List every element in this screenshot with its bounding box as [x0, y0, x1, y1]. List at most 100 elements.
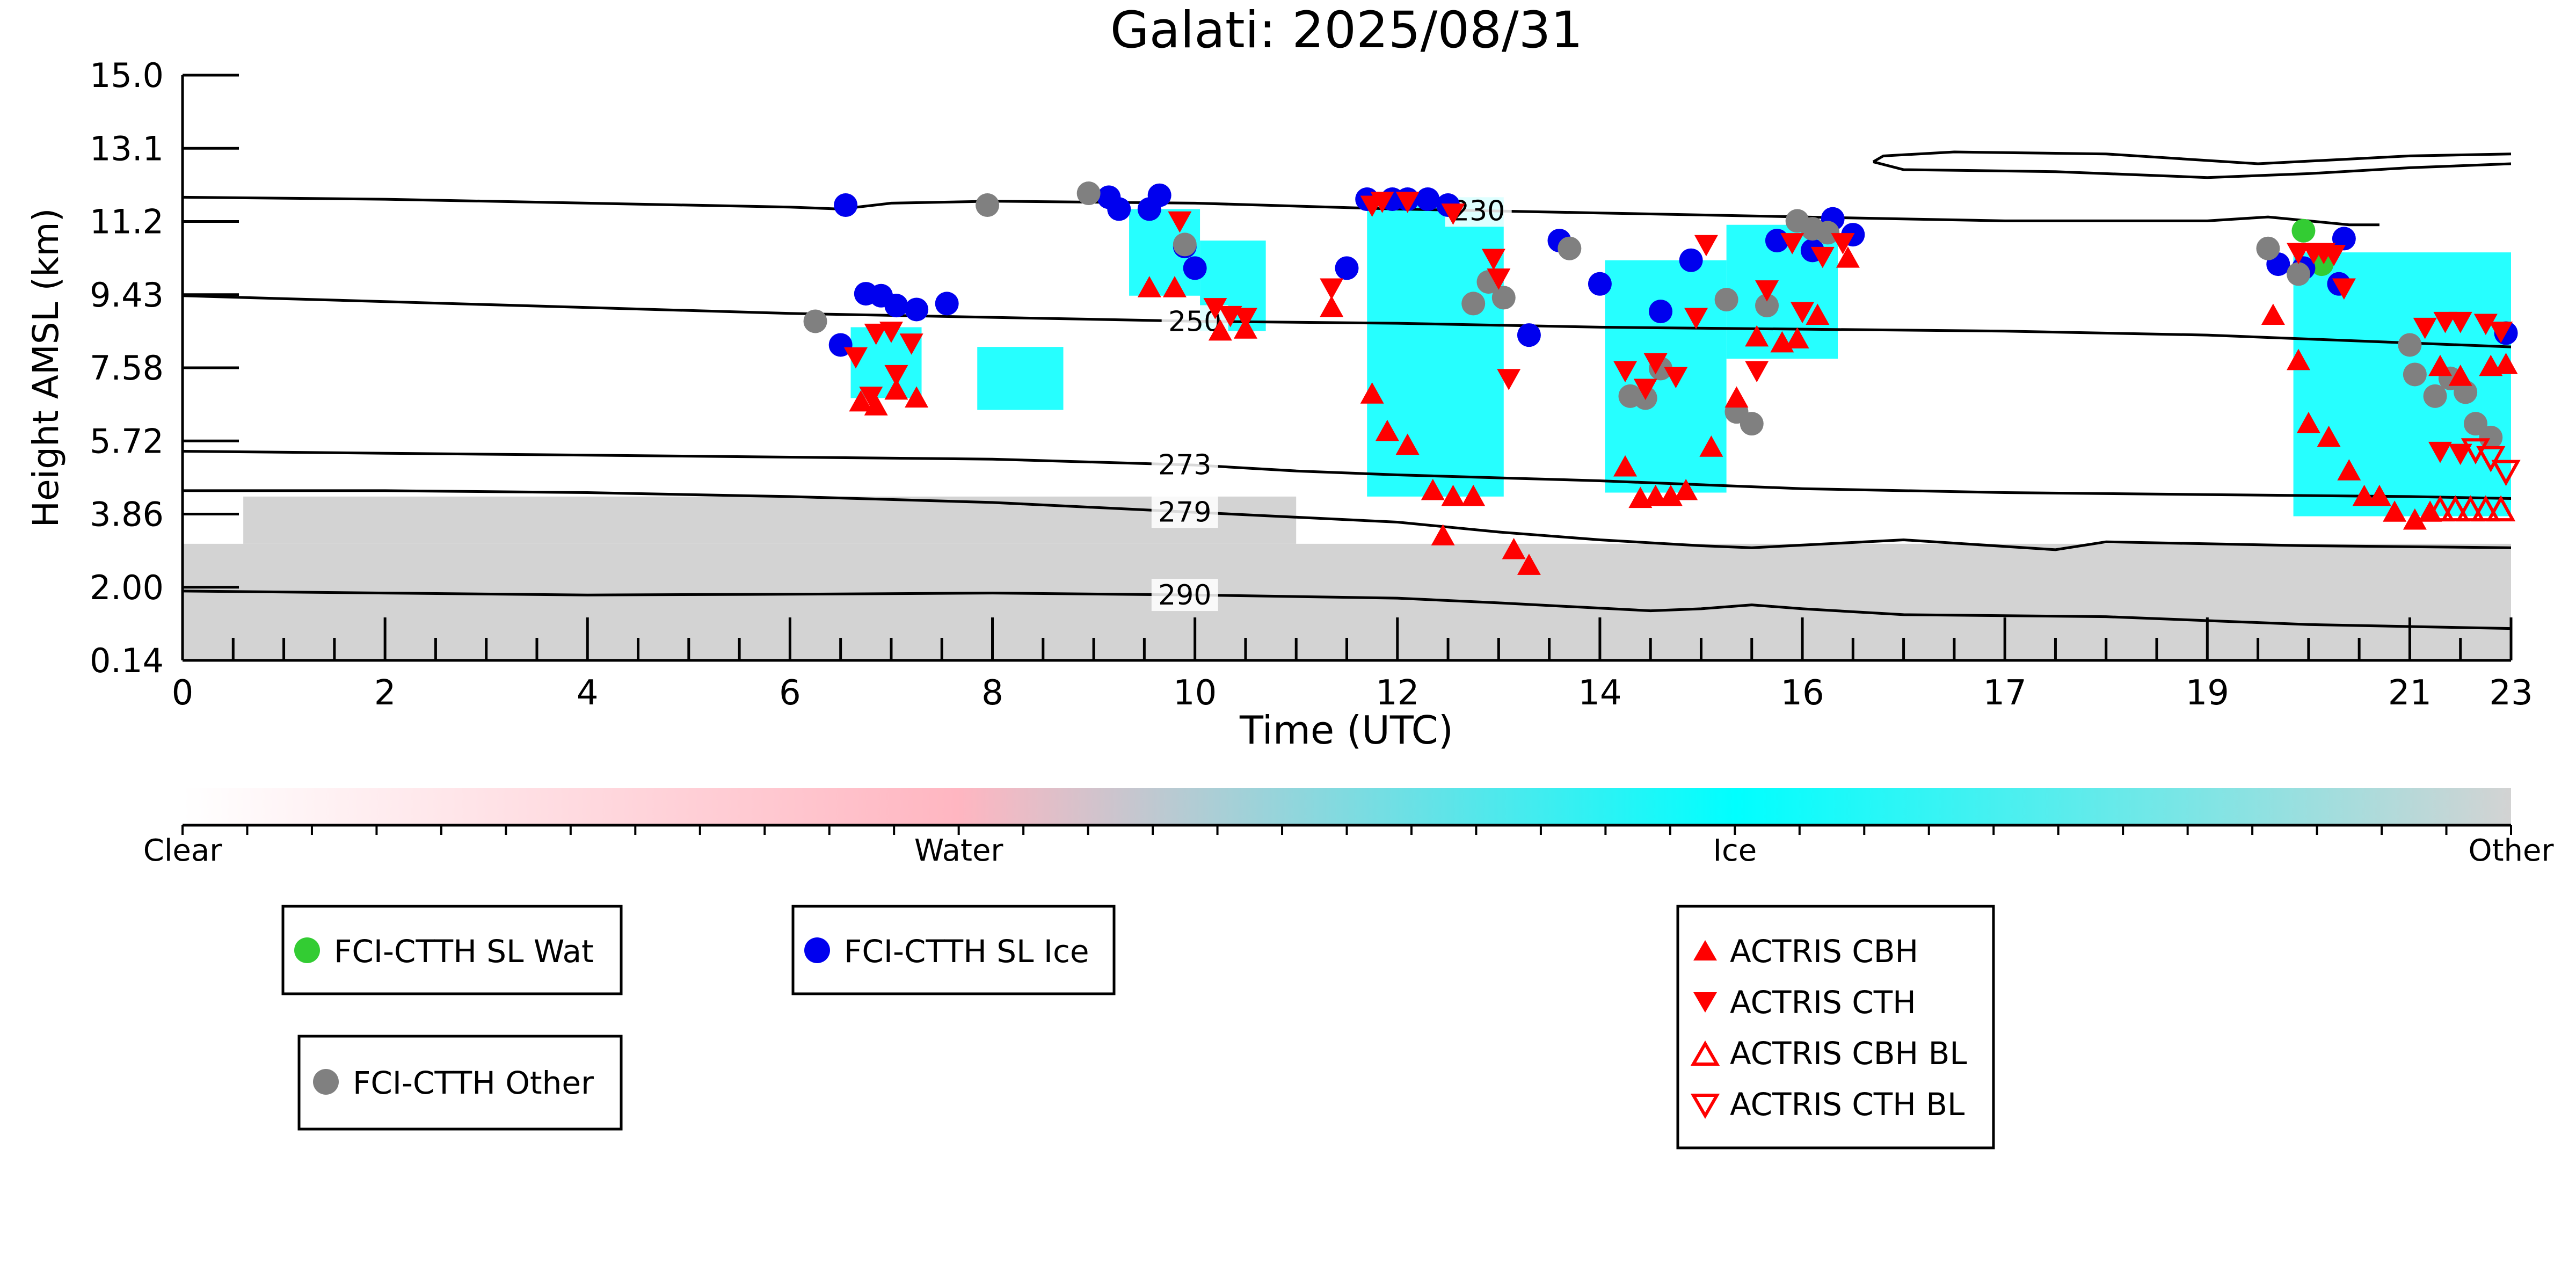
isotherm-line — [183, 195, 2379, 227]
legend-marker-cbh-bl — [1690, 1040, 1720, 1066]
colorbar-gradient — [183, 788, 2511, 824]
point-actris-cth — [1643, 353, 1668, 375]
y-tick-label: 13.1 — [90, 129, 164, 168]
isotherm-line — [1873, 160, 2511, 179]
legend-marker-cth-bl — [1690, 1094, 1720, 1119]
legend-fci-ice: FCI-CTTH SL Ice — [791, 905, 1116, 995]
point-actris-cth — [1810, 246, 1835, 268]
point-actris-cth — [2448, 443, 2472, 465]
point-actris-cbh — [1785, 327, 1809, 349]
point-actris-cbh — [1643, 484, 1668, 506]
x-tick-label: 12 — [1376, 673, 1419, 713]
isotherm-line — [1872, 150, 2511, 165]
point-actris-cbh — [2367, 484, 2391, 506]
point-actris-cbh — [2352, 484, 2376, 506]
point-fci-ctth-other — [1816, 221, 1840, 245]
point-actris-cth — [1664, 367, 1688, 389]
isotherm-label-bg — [1151, 448, 1218, 481]
x-tick-label: 23 — [2489, 673, 2533, 713]
y-tick-label: 11.2 — [90, 202, 164, 242]
point-actris-cth — [843, 347, 868, 369]
point-actris-cth — [2332, 278, 2356, 300]
point-actris-cbh — [1502, 537, 1526, 559]
point-actris-cbh — [1745, 325, 1769, 347]
legend-actris: ACTRIS CBH ACTRIS CTH ACTRIS CBH BL ACTR… — [1676, 905, 1995, 1149]
point-actris-cth — [1613, 361, 1638, 383]
point-actris-cbh — [1395, 433, 1420, 455]
x-tick-label: 19 — [2186, 673, 2229, 713]
x-axis-label: Time (UTC) — [1239, 708, 1453, 753]
y-tick-label: 5.72 — [90, 421, 164, 461]
point-actris-cth — [2413, 317, 2437, 339]
point-actris-cth — [2433, 311, 2457, 333]
x-tick-label: 17 — [1983, 673, 2026, 713]
point-actris-cbh — [1699, 435, 1723, 457]
colorbar-tick-layer — [181, 825, 2512, 835]
point-actris-cth — [1780, 233, 1804, 254]
point-fci-ctth-other — [2454, 380, 2478, 404]
point-actris-cbh — [864, 394, 888, 416]
legend-box — [791, 905, 1116, 995]
point-fci-ctth-other — [1076, 181, 1101, 206]
x-tick-label: 21 — [2388, 673, 2432, 713]
cloud-region-ice — [2293, 252, 2511, 516]
marker-layer — [803, 181, 2521, 575]
point-actris-cbh — [2403, 508, 2427, 530]
point-fci-ctth-sl-ice — [1517, 323, 1541, 347]
point-fci-ctth-sl-ice — [884, 294, 908, 318]
point-actris-cbh — [1421, 478, 1445, 500]
point-actris-cth — [1395, 192, 1420, 213]
cloud-region-ice — [977, 347, 1064, 410]
point-actris-cth — [884, 365, 908, 387]
point-fci-ctth-other — [1558, 236, 1582, 260]
point-fci-ctth-other — [2287, 262, 2311, 286]
point-actris-cbh — [1517, 554, 1541, 575]
legend-marker-fci-ice — [804, 937, 830, 963]
isotherm-label: 279 — [1158, 496, 1211, 528]
point-actris-cbh-bl — [2471, 495, 2500, 522]
point-actris-cth — [2322, 245, 2346, 266]
point-fci-ctth-sl-ice — [905, 297, 929, 322]
point-actris-cbh — [1431, 524, 1455, 545]
point-actris-cth — [879, 322, 903, 343]
point-actris-cbh — [2383, 500, 2407, 522]
point-actris-cbh — [1724, 386, 1749, 408]
point-fci-ctth-sl-ice — [935, 292, 959, 316]
isotherm-line — [183, 450, 2511, 500]
chart-title: Galati: 2025/08/31 — [1110, 1, 1583, 60]
legend-label-fci-wat: FCI-CTTH SL Wat — [334, 933, 594, 970]
point-actris-cbh — [1836, 246, 1860, 268]
point-actris-cbh — [1806, 303, 1830, 325]
point-actris-cth-bl — [2476, 446, 2506, 472]
point-actris-cth — [1791, 302, 1815, 324]
point-actris-cbh — [2261, 303, 2285, 325]
isotherm-line — [183, 294, 2511, 348]
isotherm-line — [183, 489, 2511, 551]
point-actris-cth — [1370, 192, 1394, 213]
point-actris-cbh — [1658, 484, 1683, 506]
x-tick-label: 2 — [374, 673, 396, 713]
point-fci-ctth-sl-ice — [834, 193, 858, 217]
x-tick-label: 14 — [1578, 673, 1621, 713]
point-fci-ctth-sl-ice — [1416, 187, 1440, 212]
point-fci-ctth-other — [1740, 412, 1764, 436]
point-actris-cth — [2489, 322, 2513, 343]
legend-fci-other: FCI-CTTH Other — [297, 1035, 623, 1131]
point-actris-cth — [1684, 308, 1708, 330]
point-actris-cbh — [1375, 419, 1399, 441]
point-fci-ctth-sl-ice — [1335, 256, 1359, 280]
point-actris-cbh — [1613, 455, 1638, 477]
point-fci-ctth-other — [1461, 292, 1486, 316]
point-actris-cth — [2428, 441, 2453, 463]
point-actris-cth — [899, 333, 923, 355]
y-tick-label: 7.58 — [90, 348, 164, 388]
colorbar-label: Other — [2468, 833, 2554, 868]
point-fci-ctth-other — [2464, 412, 2488, 436]
colorbar — [183, 788, 2511, 827]
point-actris-cbh — [2448, 365, 2472, 386]
point-actris-cth — [2287, 243, 2311, 265]
point-actris-cbh — [1162, 276, 1187, 297]
point-actris-cth — [1168, 211, 1192, 233]
point-actris-cth — [1755, 280, 1779, 302]
